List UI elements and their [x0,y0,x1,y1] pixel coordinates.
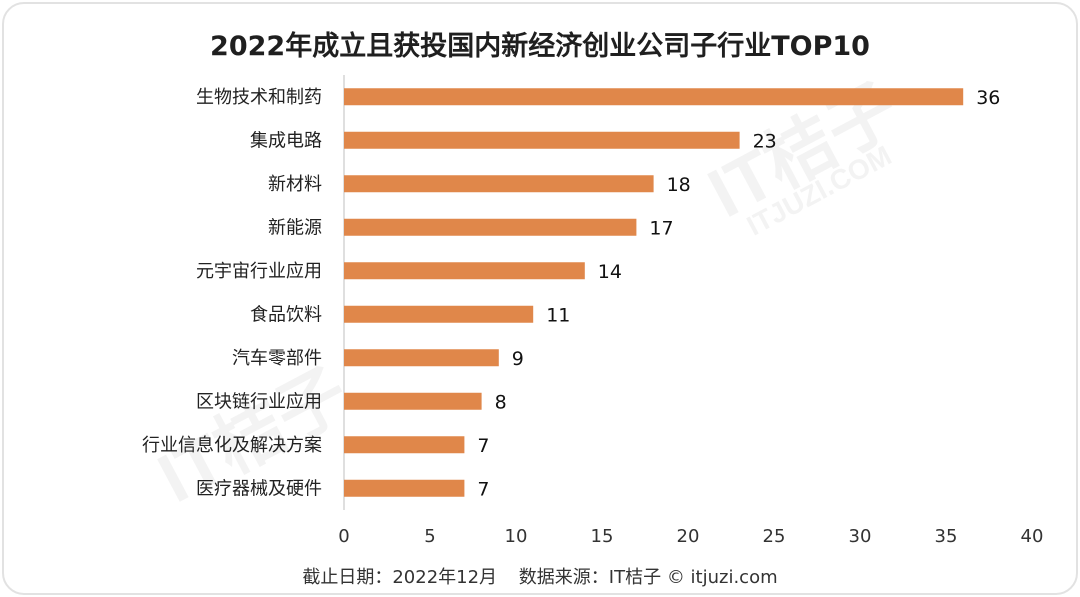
data-label: 7 [477,478,489,500]
x-tick-label: 0 [338,526,349,547]
category-label: 行业信息化及解决方案 [142,435,322,456]
category-label: 元宇宙行业应用 [196,261,322,282]
bar [344,349,499,367]
data-label: 23 [753,130,777,152]
x-tick-label: 5 [424,526,435,547]
x-tick-label: 20 [677,526,700,547]
x-tick-label: 40 [1021,526,1044,547]
chart-footer: 截止日期：2022年12月 数据来源：IT桔子 © itjuzi.com [0,563,1080,589]
chart-title: 2022年成立且获投国内新经济创业公司子行业TOP10 [210,31,870,62]
category-label: 汽车零部件 [232,348,322,369]
footer-source: 数据来源：IT桔子 © itjuzi.com [518,567,778,588]
category-label: 新材料 [268,174,322,195]
bar [344,262,585,280]
x-tick-label: 30 [849,526,872,547]
x-tick-label: 35 [935,526,958,547]
bar [344,479,465,497]
category-label: 医疗器械及硬件 [196,478,322,499]
bar [344,305,534,323]
bar [344,88,964,106]
bar [344,218,637,236]
data-label: 18 [667,174,691,196]
x-tick-label: 10 [505,526,528,547]
bar [344,175,654,193]
category-label: 集成电路 [250,130,322,151]
x-tick-label: 15 [591,526,614,547]
footer-date: 截止日期：2022年12月 [302,567,498,588]
data-label: 8 [495,391,507,413]
data-label: 7 [477,435,489,457]
data-label: 9 [512,348,524,370]
category-label: 新能源 [268,217,322,238]
category-label: 区块链行业应用 [196,391,322,412]
data-label: 11 [546,304,570,326]
data-label: 17 [649,217,673,239]
bar [344,131,740,149]
bar [344,436,465,454]
data-label: 36 [976,87,1000,109]
category-label: 生物技术和制药 [196,87,322,108]
data-label: 14 [598,261,622,283]
category-label: 食品饮料 [250,304,322,325]
x-tick-label: 25 [763,526,786,547]
bar [344,392,482,410]
